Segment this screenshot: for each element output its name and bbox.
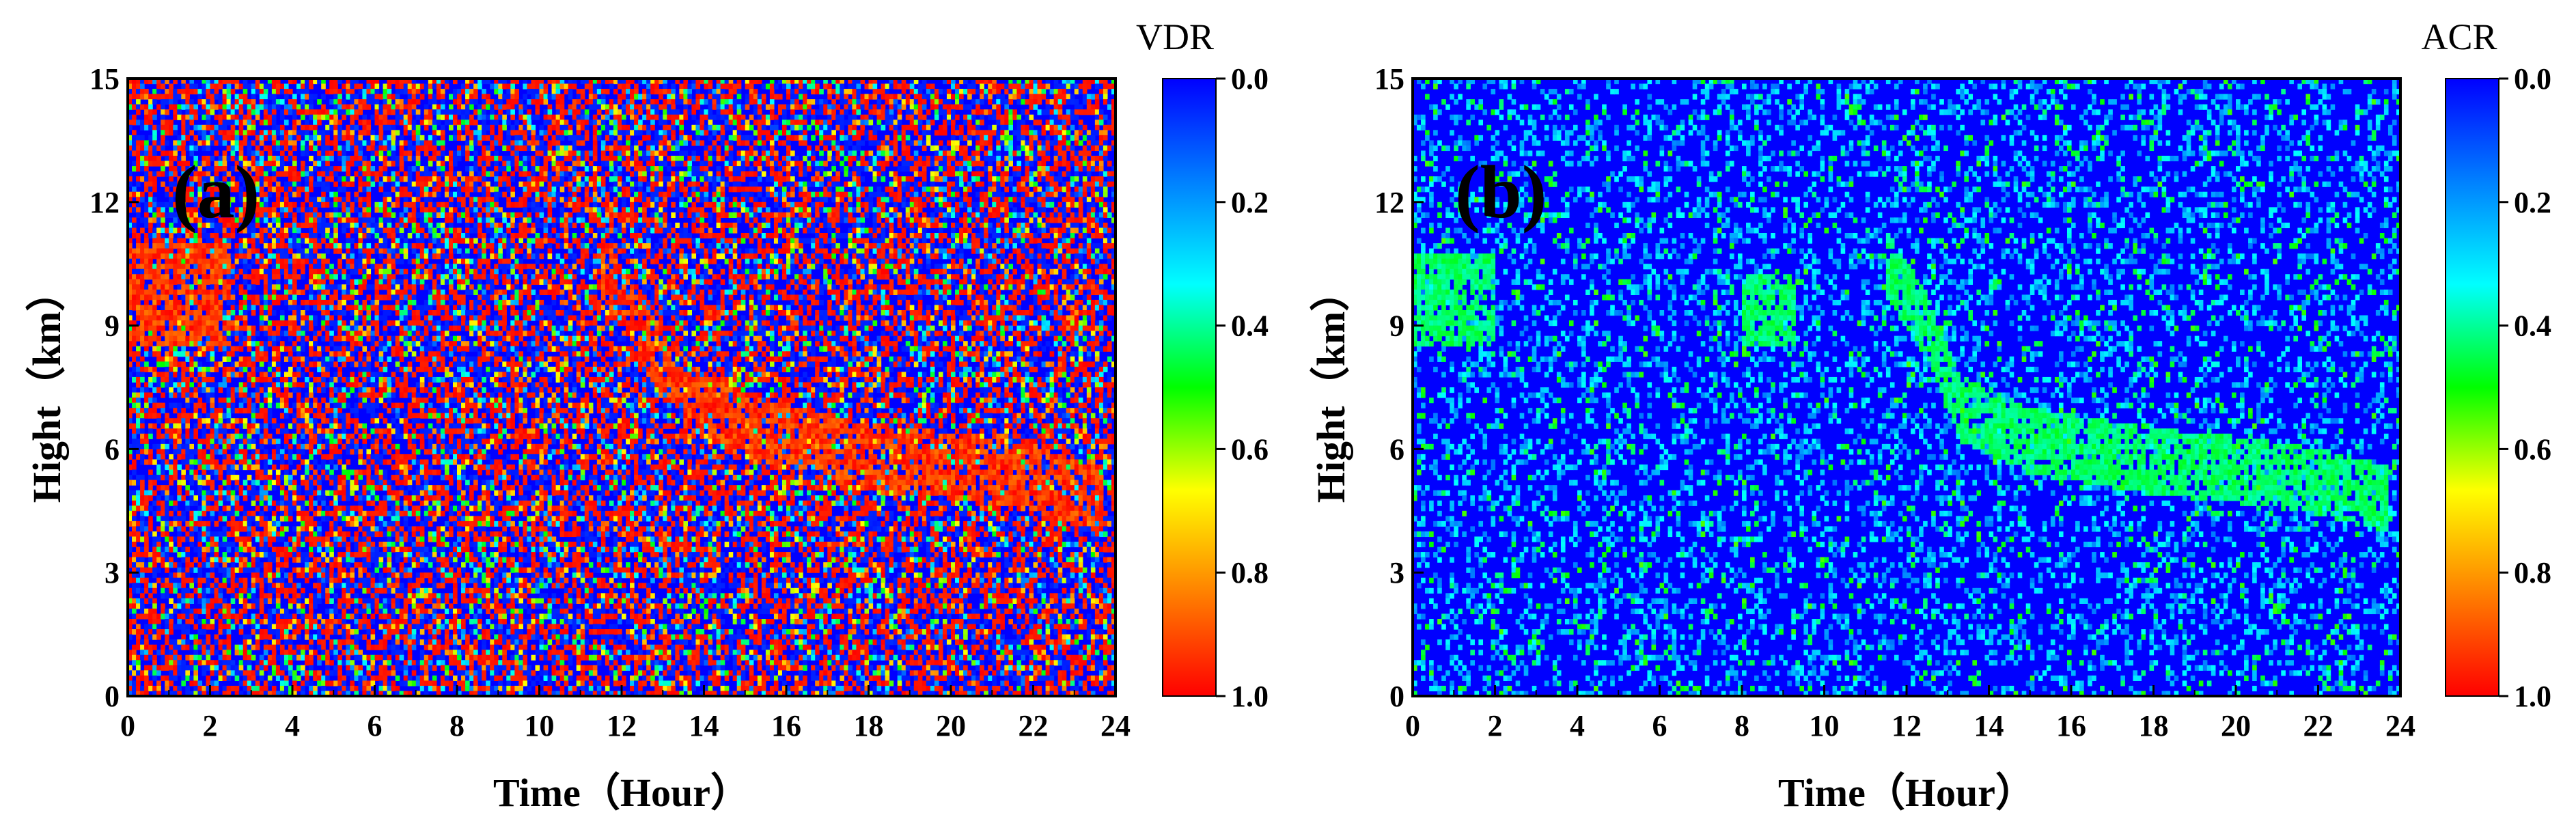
- x-tick-label: 0: [120, 709, 135, 743]
- x-tick-label: 8: [1734, 709, 1749, 743]
- x-tick-label: 16: [2056, 709, 2086, 743]
- y-tick-label: 15: [89, 62, 120, 96]
- y-tick-label: 0: [1389, 680, 1404, 713]
- x-tick-label: 14: [689, 709, 719, 743]
- panel-a-colorbar: [1163, 79, 1216, 696]
- x-tick-label: 22: [1019, 709, 1049, 743]
- colorbar-tick-label: 0.2: [2514, 186, 2551, 219]
- panel-b-colorbar: [2446, 79, 2499, 696]
- panel-a-colorbar-title: VDR: [1136, 16, 1214, 57]
- panel-b-y-axis-label: Hight（km）: [1309, 272, 1353, 503]
- panel-b-x-axis-label: Time（Hour）: [1778, 771, 2035, 815]
- panel-b-colorbar-ticks: 0.0 0.2 0.4 0.6 0.8 1.0: [2499, 62, 2551, 713]
- colorbar-tick-label: 0.4: [1231, 309, 1269, 343]
- panel-a-x-axis-label: Time（Hour）: [493, 771, 750, 815]
- x-tick-label: 18: [2139, 709, 2169, 743]
- y-tick-label: 3: [1389, 556, 1404, 590]
- colorbar-tick-label: 0.6: [2514, 432, 2551, 466]
- colorbar-tick-label: 0.0: [2514, 62, 2551, 96]
- x-tick-label: 4: [1570, 709, 1585, 743]
- colorbar-tick-label: 0.8: [1231, 556, 1269, 590]
- x-tick-label: 6: [1652, 709, 1667, 743]
- x-tick-label: 4: [285, 709, 300, 743]
- x-tick-label: 12: [1892, 709, 1922, 743]
- x-tick-label: 22: [2303, 709, 2333, 743]
- panel-a-label: (a): [172, 150, 260, 234]
- panel-a-heatmap: [128, 79, 1116, 697]
- colorbar-tick-label: 0.2: [1231, 186, 1269, 219]
- colorbar-tick-label: 1.0: [2514, 680, 2551, 713]
- panel-b-label: (b): [1455, 150, 1547, 234]
- panel-a-colorbar-ticks: 0.0 0.2 0.4 0.6 0.8 1.0: [1216, 62, 1269, 713]
- figure: 0 2 4 6 8 10 12 14 16 18 20 22 24 03691215 (a) Time（…: [0, 0, 2576, 832]
- y-tick-label: 12: [89, 186, 120, 219]
- y-tick-label: 9: [1389, 309, 1404, 343]
- y-tick-label: 3: [105, 556, 120, 590]
- x-tick-label: 0: [1405, 709, 1420, 743]
- x-tick-label: 2: [1488, 709, 1503, 743]
- x-tick-label: 8: [449, 709, 465, 743]
- x-tick-label: 24: [2385, 709, 2415, 743]
- colorbar-tick-label: 0.4: [2514, 309, 2551, 343]
- colorbar-tick-label: 1.0: [1231, 680, 1269, 713]
- y-tick-label: 12: [1374, 186, 1404, 219]
- colorbar-tick-label: 0.0: [1231, 62, 1269, 96]
- x-tick-label: 24: [1100, 709, 1131, 743]
- y-tick-label: 9: [105, 309, 120, 343]
- colorbar-tick-label: 0.8: [2514, 556, 2551, 590]
- colorbar-tick-label: 0.6: [1231, 432, 1269, 466]
- x-tick-label: 20: [936, 709, 966, 743]
- x-tick-label: 14: [1974, 709, 2004, 743]
- y-tick-label: 0: [105, 680, 120, 713]
- y-tick-label: 6: [105, 432, 120, 466]
- x-tick-label: 20: [2221, 709, 2251, 743]
- x-tick-label: 16: [771, 709, 801, 743]
- x-tick-label: 2: [203, 709, 218, 743]
- panel-a-y-axis-label: Hight（km）: [25, 272, 69, 503]
- panel-b-colorbar-title: ACR: [2421, 16, 2497, 57]
- x-tick-label: 18: [854, 709, 884, 743]
- x-tick-label: 10: [1810, 709, 1840, 743]
- x-tick-label: 10: [525, 709, 555, 743]
- y-tick-label: 6: [1389, 432, 1404, 466]
- y-tick-label: 15: [1374, 62, 1404, 96]
- x-tick-label: 12: [607, 709, 637, 743]
- x-tick-label: 6: [368, 709, 383, 743]
